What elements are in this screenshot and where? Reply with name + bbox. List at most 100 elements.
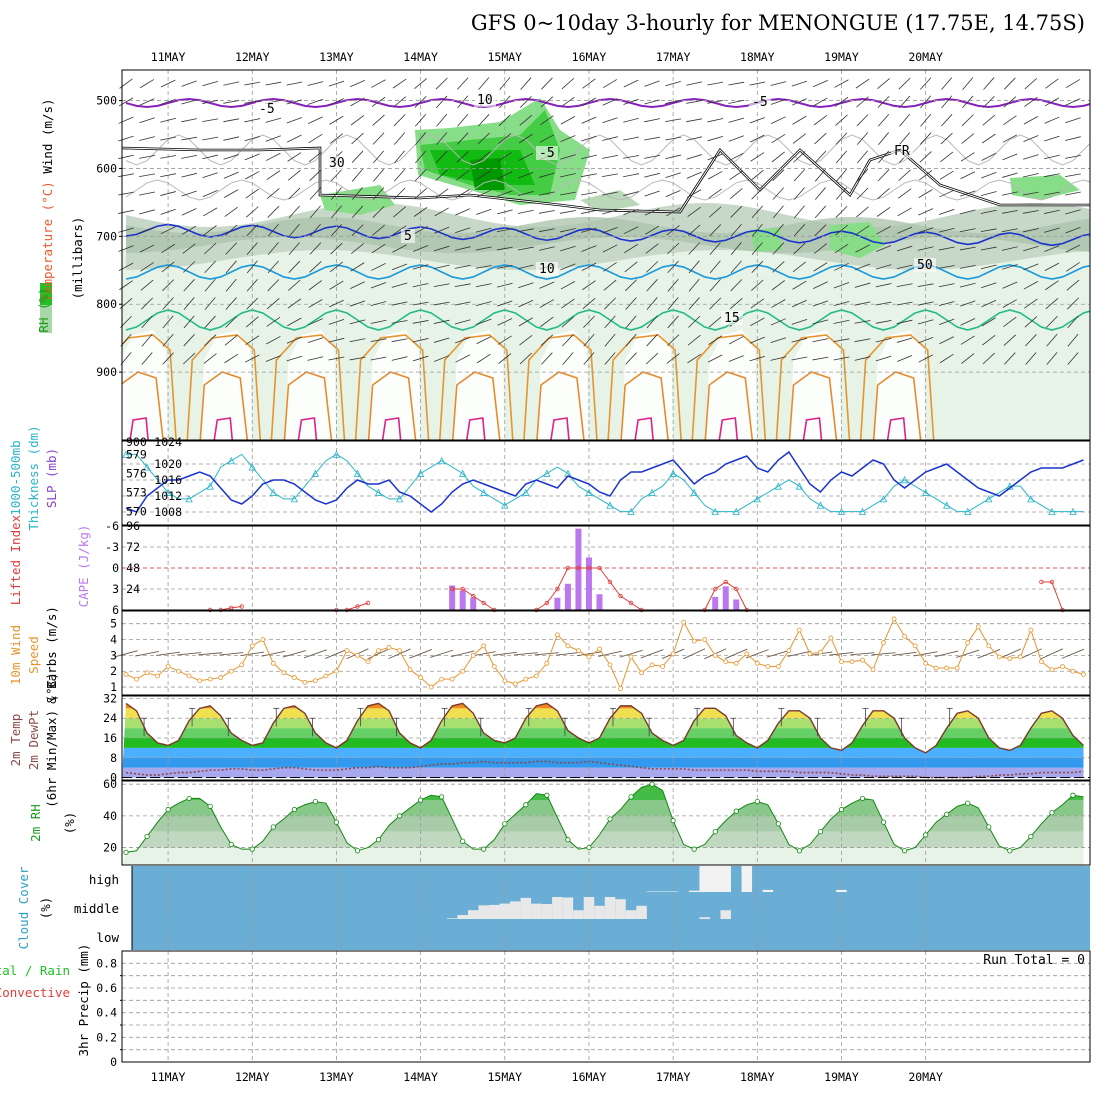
rh-marker	[628, 794, 634, 800]
wind-barb	[412, 338, 429, 343]
wind-speed-marker	[155, 673, 160, 679]
panel-frame	[121, 695, 1091, 781]
wind-barb	[962, 95, 974, 109]
wind-barb	[415, 113, 427, 127]
wind-speed-line	[125, 617, 1084, 691]
wind-barb	[749, 336, 765, 344]
wind-barb	[223, 154, 239, 160]
wind-barb	[686, 171, 702, 179]
wind-barb	[393, 96, 406, 108]
upper-grid	[122, 70, 1090, 440]
bottom-day-label: 12MAY	[235, 1070, 270, 1084]
wind-barb	[857, 150, 868, 164]
wind-speed-marker	[860, 657, 865, 663]
wind-barb	[373, 168, 384, 182]
lifted-index-marker	[628, 600, 634, 606]
wind-barb	[328, 80, 345, 87]
wind-speed-marker	[281, 670, 287, 676]
wind-barb	[183, 352, 196, 365]
rh-marker	[418, 797, 424, 803]
wind-barb	[393, 187, 406, 200]
temp-contour-20	[186, 334, 262, 440]
wind-barb	[350, 262, 365, 272]
panel-side-label: Lifted Index	[8, 514, 23, 605]
wind-barb	[604, 315, 616, 329]
wind-speed-marker	[491, 664, 497, 669]
wind-barb	[581, 135, 597, 142]
panel-side-label: RH (%)	[36, 287, 51, 332]
wind-barb	[688, 260, 700, 274]
wind-barb	[519, 114, 533, 126]
wind-barb	[265, 135, 281, 142]
wind-barb	[560, 116, 576, 125]
wind-speed-marker	[1028, 627, 1034, 633]
chart-title: GFS 0~10day 3-hourly for MENONGUE (17.75…	[471, 11, 1085, 35]
wind-barb	[433, 301, 450, 306]
wind-barb	[394, 150, 406, 164]
contour-label: FR	[894, 144, 910, 159]
high-cloud-bar	[699, 866, 710, 892]
wind-barb	[224, 206, 238, 217]
wind-barb	[267, 242, 279, 255]
wind-barb	[729, 336, 744, 345]
wind-barb	[475, 246, 492, 251]
rh-marker	[333, 819, 340, 825]
wind-barb	[771, 299, 786, 308]
wind-speed-marker	[765, 664, 771, 669]
rh-marker	[1070, 792, 1076, 798]
wind-barb	[455, 189, 470, 198]
y-tick-label: 0	[110, 771, 117, 785]
rh-marker	[838, 806, 845, 813]
wind-speed-marker	[712, 652, 718, 658]
rh-shading	[789, 330, 842, 440]
wind-barb	[181, 208, 197, 216]
wind-speed-marker	[291, 675, 297, 680]
wind-barb	[813, 262, 828, 272]
rh-marker	[880, 819, 887, 825]
wind-barb	[667, 315, 679, 329]
wind-barb	[1003, 316, 1017, 327]
wind-barb	[751, 260, 764, 273]
wind-barb	[266, 188, 280, 200]
wind-barb	[223, 81, 240, 86]
wind-barb	[707, 81, 724, 86]
wind-barb	[728, 152, 744, 161]
wind-barb	[183, 279, 195, 292]
wind-barb	[202, 154, 219, 160]
lifted-index-marker	[734, 586, 739, 592]
panel-frame	[121, 610, 1091, 696]
thickness-marker	[816, 501, 825, 509]
lifted-index-line	[336, 602, 369, 611]
rh-band	[122, 815, 1084, 832]
cape-bar	[585, 557, 592, 610]
wind-speed-marker	[565, 643, 571, 649]
wind-barb	[792, 280, 807, 290]
wind-barb	[288, 260, 301, 273]
wind-barb	[370, 282, 387, 289]
wind-barb	[561, 96, 575, 107]
wind-barb	[286, 117, 303, 124]
wind-barb	[854, 263, 871, 271]
wind-speed-marker	[439, 676, 445, 682]
wind-barb	[941, 114, 953, 127]
middle-cloud-bar	[552, 897, 563, 919]
wind-barb	[160, 136, 177, 141]
wind-barb	[959, 264, 976, 269]
wind-barb	[749, 117, 765, 124]
panel-side-label-part: Cloud Cover	[16, 866, 31, 949]
wind-barb	[349, 300, 366, 307]
wind-barb	[981, 133, 996, 144]
wind-barb	[854, 301, 871, 306]
wind-barb	[1002, 153, 1018, 161]
wind-barb	[457, 95, 469, 109]
panel-side-label: Cloud Cover	[16, 866, 31, 949]
wind-barb	[793, 205, 805, 219]
rh-marker	[523, 802, 529, 808]
wind-barb	[834, 79, 849, 88]
wind-barb	[182, 225, 197, 235]
wind-barb	[938, 265, 955, 269]
wind-barb	[498, 114, 511, 127]
wind-barb	[309, 205, 321, 219]
wind-barb	[329, 133, 344, 144]
middle-cloud-bar	[520, 897, 532, 919]
